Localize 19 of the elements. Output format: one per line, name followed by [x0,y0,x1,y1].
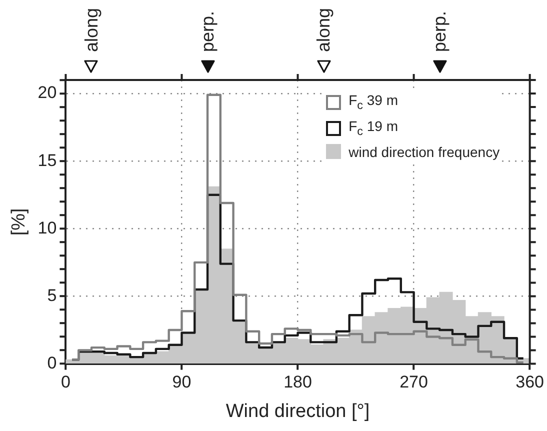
y-tick-label: 10 [38,218,57,238]
y-axis-title: [%] [8,208,30,236]
y-tick-label: 15 [38,150,57,170]
text: perp. [197,10,218,52]
y-tick-label: 0 [47,353,57,372]
text: perp. [430,10,450,52]
y-tick-label: 5 [47,286,57,305]
x-tick-label: 360 [516,372,544,392]
text: along [81,8,102,52]
text: along [314,8,334,52]
x-tick-label: 180 [284,372,312,392]
legend-label: F$_{c}$ 19 m [348,116,398,140]
x-tick-label: 90 [172,372,192,392]
y-tick-label: 20 [38,83,57,102]
legend-label: wind direction frequency [348,142,500,162]
x-axis-title: Wind direction [°] [226,400,370,422]
legend-label: F$_{c}$ 39 m [348,91,398,114]
x-tick-label: 0 [60,372,70,392]
x-tick-label: 270 [400,372,428,392]
